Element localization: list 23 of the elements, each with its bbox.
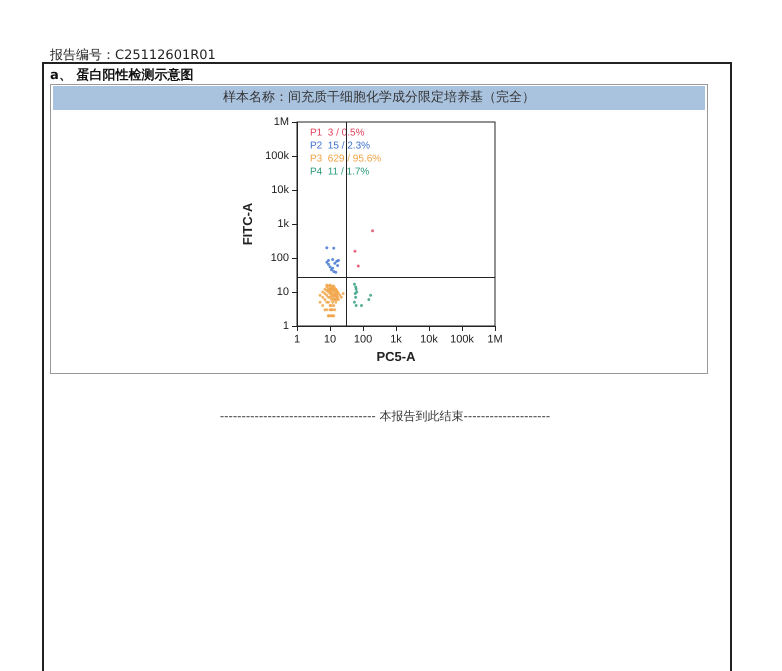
x-tick-label: 10 [324, 334, 336, 346]
x-tick-label: 1M [487, 334, 503, 346]
y-tick-label: 1k [277, 218, 290, 230]
y-tick-label: 1 [282, 320, 289, 332]
x-tick-label: 10k [420, 334, 438, 346]
x-tick-label: 100 [354, 334, 372, 346]
text: 报告编号：C25112601R01 [50, 47, 216, 64]
chart-title: 样本名称：间充质干细胞化学成分限定培养基（完全） [53, 86, 705, 110]
x-tick-label: 100k [450, 334, 474, 346]
text: P3 629 / 95.6% [310, 154, 382, 164]
text: P2 15 / 2.3% [310, 140, 370, 152]
y-tick-label: 10 [276, 286, 289, 298]
y-tick-label: 100k [265, 150, 290, 162]
x-tick-label: 1 [294, 334, 300, 346]
y-axis-title: FITC-A [240, 202, 256, 246]
x-tick-label: 1k [390, 334, 402, 346]
x-axis-title: PC5-A [376, 349, 416, 364]
y-tick-label: 100 [270, 252, 289, 264]
text: ------------------------------------ 本报告到此结束-------------------- [218, 408, 552, 425]
text: P4 11 / 1.7% [310, 166, 370, 178]
y-tick-label: 10k [271, 184, 290, 196]
text: a、 蛋白阳性检测示意图 [50, 66, 194, 84]
y-tick-label: 1M [274, 116, 289, 128]
